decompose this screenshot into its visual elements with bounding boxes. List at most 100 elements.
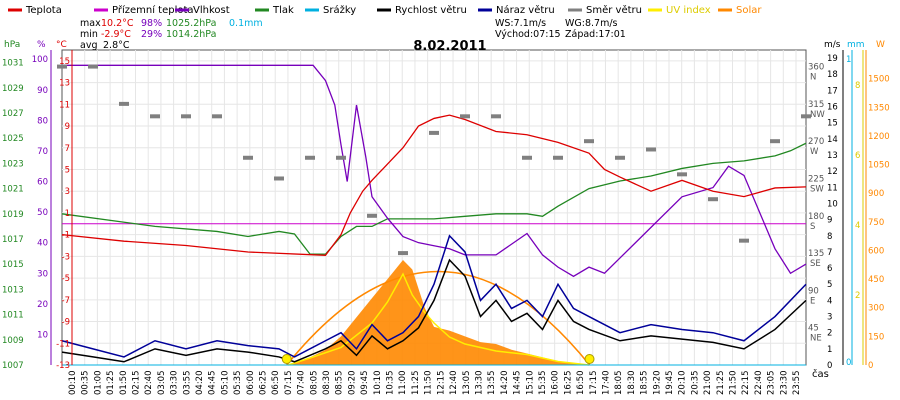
wind-tick-label: 10 bbox=[827, 199, 838, 209]
pressure-tick-label: 1031 bbox=[2, 59, 24, 69]
direction-tick-label: 360 bbox=[808, 63, 824, 73]
temp-tick-label: -11 bbox=[56, 339, 70, 349]
wind-direction-point bbox=[398, 251, 408, 256]
humidity-tick-label: 100 bbox=[32, 55, 48, 65]
direction-tick-label: 90 bbox=[808, 286, 819, 296]
stat-ws: WS:7.1m/s bbox=[495, 18, 546, 29]
stat-min-temp: -2.9°C bbox=[101, 29, 131, 40]
solar-tick-label: 1200 bbox=[868, 132, 890, 142]
stat-max-hum: 98% bbox=[141, 18, 162, 29]
pressure-tick-label: 1025 bbox=[2, 134, 24, 144]
direction-tick-label: 225 bbox=[808, 174, 824, 184]
legend-label-naraz: Náraz větru bbox=[496, 4, 555, 16]
wind-tick-label: 6 bbox=[827, 264, 832, 274]
x-tick-label: 23:30 bbox=[779, 371, 789, 396]
wind-direction-point bbox=[646, 147, 656, 152]
x-tick-label: 04:20 bbox=[195, 371, 205, 396]
pressure-tick-label: 1007 bbox=[2, 361, 24, 371]
temperature-line bbox=[61, 114, 807, 256]
uv-tick-label: 6 bbox=[855, 151, 860, 161]
solar-tick-label: 300 bbox=[868, 304, 884, 314]
stat-max-press: 1025.2hPa bbox=[166, 18, 216, 29]
x-tick-label: 13:55 bbox=[487, 371, 497, 396]
legend-label-uv: UV index bbox=[666, 5, 711, 16]
pressure-tick-label: 1019 bbox=[2, 210, 24, 220]
x-tick-label: 22:15 bbox=[741, 371, 751, 396]
humidity-tick-label: 20 bbox=[37, 300, 48, 310]
x-tick-label: 18:55 bbox=[640, 371, 650, 396]
wind-speed-line bbox=[61, 258, 807, 363]
wind-direction-point bbox=[243, 155, 253, 160]
x-tick-label: 11:25 bbox=[411, 371, 421, 396]
pressure-tick-label: 1011 bbox=[2, 311, 24, 321]
direction-cardinal-label: W bbox=[810, 147, 819, 157]
x-tick-label: 01:50 bbox=[119, 371, 129, 396]
stat-wg: WG:8.7m/s bbox=[565, 18, 618, 29]
humidity-tick-label: 50 bbox=[37, 208, 48, 218]
humidity-tick-label: 60 bbox=[37, 178, 48, 188]
wind-tick-label: 8 bbox=[827, 232, 832, 242]
solar-tick-label: 1050 bbox=[868, 161, 890, 171]
direction-tick-label: 45 bbox=[808, 324, 819, 334]
wind-tick-label: 15 bbox=[827, 119, 838, 129]
uv-tick-label: 4 bbox=[855, 221, 860, 231]
unit-hpa: hPa bbox=[4, 40, 20, 50]
x-tick-label: 20:35 bbox=[690, 371, 700, 396]
x-tick-label: 06:50 bbox=[271, 371, 281, 396]
stat-min-label: min bbox=[80, 29, 98, 40]
x-tick-label: 11:00 bbox=[398, 371, 408, 396]
solar-tick-label: 0 bbox=[868, 361, 873, 371]
x-axis-label: čas bbox=[812, 368, 829, 380]
solar-tick-label: 600 bbox=[868, 246, 884, 256]
x-tick-label: 21:50 bbox=[728, 371, 738, 396]
x-tick-label: 08:55 bbox=[335, 371, 345, 396]
x-tick-label: 08:05 bbox=[309, 371, 319, 396]
x-tick-label: 06:00 bbox=[246, 371, 256, 396]
x-tick-label: 00:10 bbox=[68, 371, 78, 396]
wind-tick-label: 4 bbox=[827, 296, 832, 306]
unit-degc: °C bbox=[56, 40, 67, 50]
x-tick-label: 18:30 bbox=[627, 371, 637, 396]
x-tick-label: 17:15 bbox=[589, 371, 599, 396]
temp-tick-label: -3 bbox=[62, 252, 70, 262]
humidity-tick-label: 80 bbox=[37, 116, 48, 126]
direction-cardinal-label: S bbox=[810, 222, 815, 232]
x-tick-label: 08:30 bbox=[322, 371, 332, 396]
wind-direction-point bbox=[57, 64, 67, 69]
axes-layer: 00:10 00:35 01:00 01:25 01:50 02:15 02:40 03:05… bbox=[2, 50, 890, 395]
stat-max-temp: 10.2°C bbox=[101, 18, 134, 29]
solar-tick-label: 450 bbox=[868, 275, 884, 285]
x-tick-label: 12:15 bbox=[436, 371, 446, 396]
temp-tick-label: -9 bbox=[62, 318, 70, 328]
stats-block: max 10.2°C 98% 1025.2hPa 0.1mm min -2.9°… bbox=[80, 18, 626, 51]
x-tick-label: 05:35 bbox=[233, 371, 243, 396]
rain-tick-label: 0 bbox=[846, 358, 851, 368]
pressure-tick-label: 1021 bbox=[2, 185, 24, 195]
direction-cardinal-label: NE bbox=[810, 334, 822, 344]
direction-tick-label: 270 bbox=[808, 137, 824, 147]
uv-line bbox=[288, 272, 590, 366]
pressure-tick-label: 1027 bbox=[2, 109, 24, 119]
x-tick-label: 00:35 bbox=[81, 371, 91, 396]
wind-tick-label: 16 bbox=[827, 103, 838, 113]
wind-direction-point bbox=[801, 114, 811, 119]
stat-sunrise: Východ:07:15 bbox=[495, 29, 561, 40]
wind-direction-point bbox=[429, 130, 439, 135]
legend: Teplota Přízemní teplota Vlhkost Tlak Sr… bbox=[8, 4, 762, 16]
legend-label-prizemni: Přízemní teplota bbox=[112, 4, 194, 16]
wind-tick-label: 7 bbox=[827, 248, 832, 258]
pressure-tick-label: 1009 bbox=[2, 336, 24, 346]
unit-pct: % bbox=[37, 40, 46, 50]
chart-title: 8.02.2011 bbox=[413, 39, 486, 54]
x-tick-label: 16:50 bbox=[576, 371, 586, 396]
wind-direction-point bbox=[336, 155, 346, 160]
wind-direction-point bbox=[522, 155, 532, 160]
x-tick-label: 21:25 bbox=[716, 371, 726, 396]
direction-tick-label: 135 bbox=[808, 249, 824, 259]
x-tick-label: 14:20 bbox=[500, 371, 510, 396]
temp-tick-label: -7 bbox=[62, 296, 70, 306]
wind-direction-point bbox=[305, 155, 315, 160]
legend-label-rychlost: Rychlost větru bbox=[395, 4, 467, 16]
pressure-tick-label: 1029 bbox=[2, 84, 24, 94]
wind-direction-point bbox=[212, 114, 222, 119]
